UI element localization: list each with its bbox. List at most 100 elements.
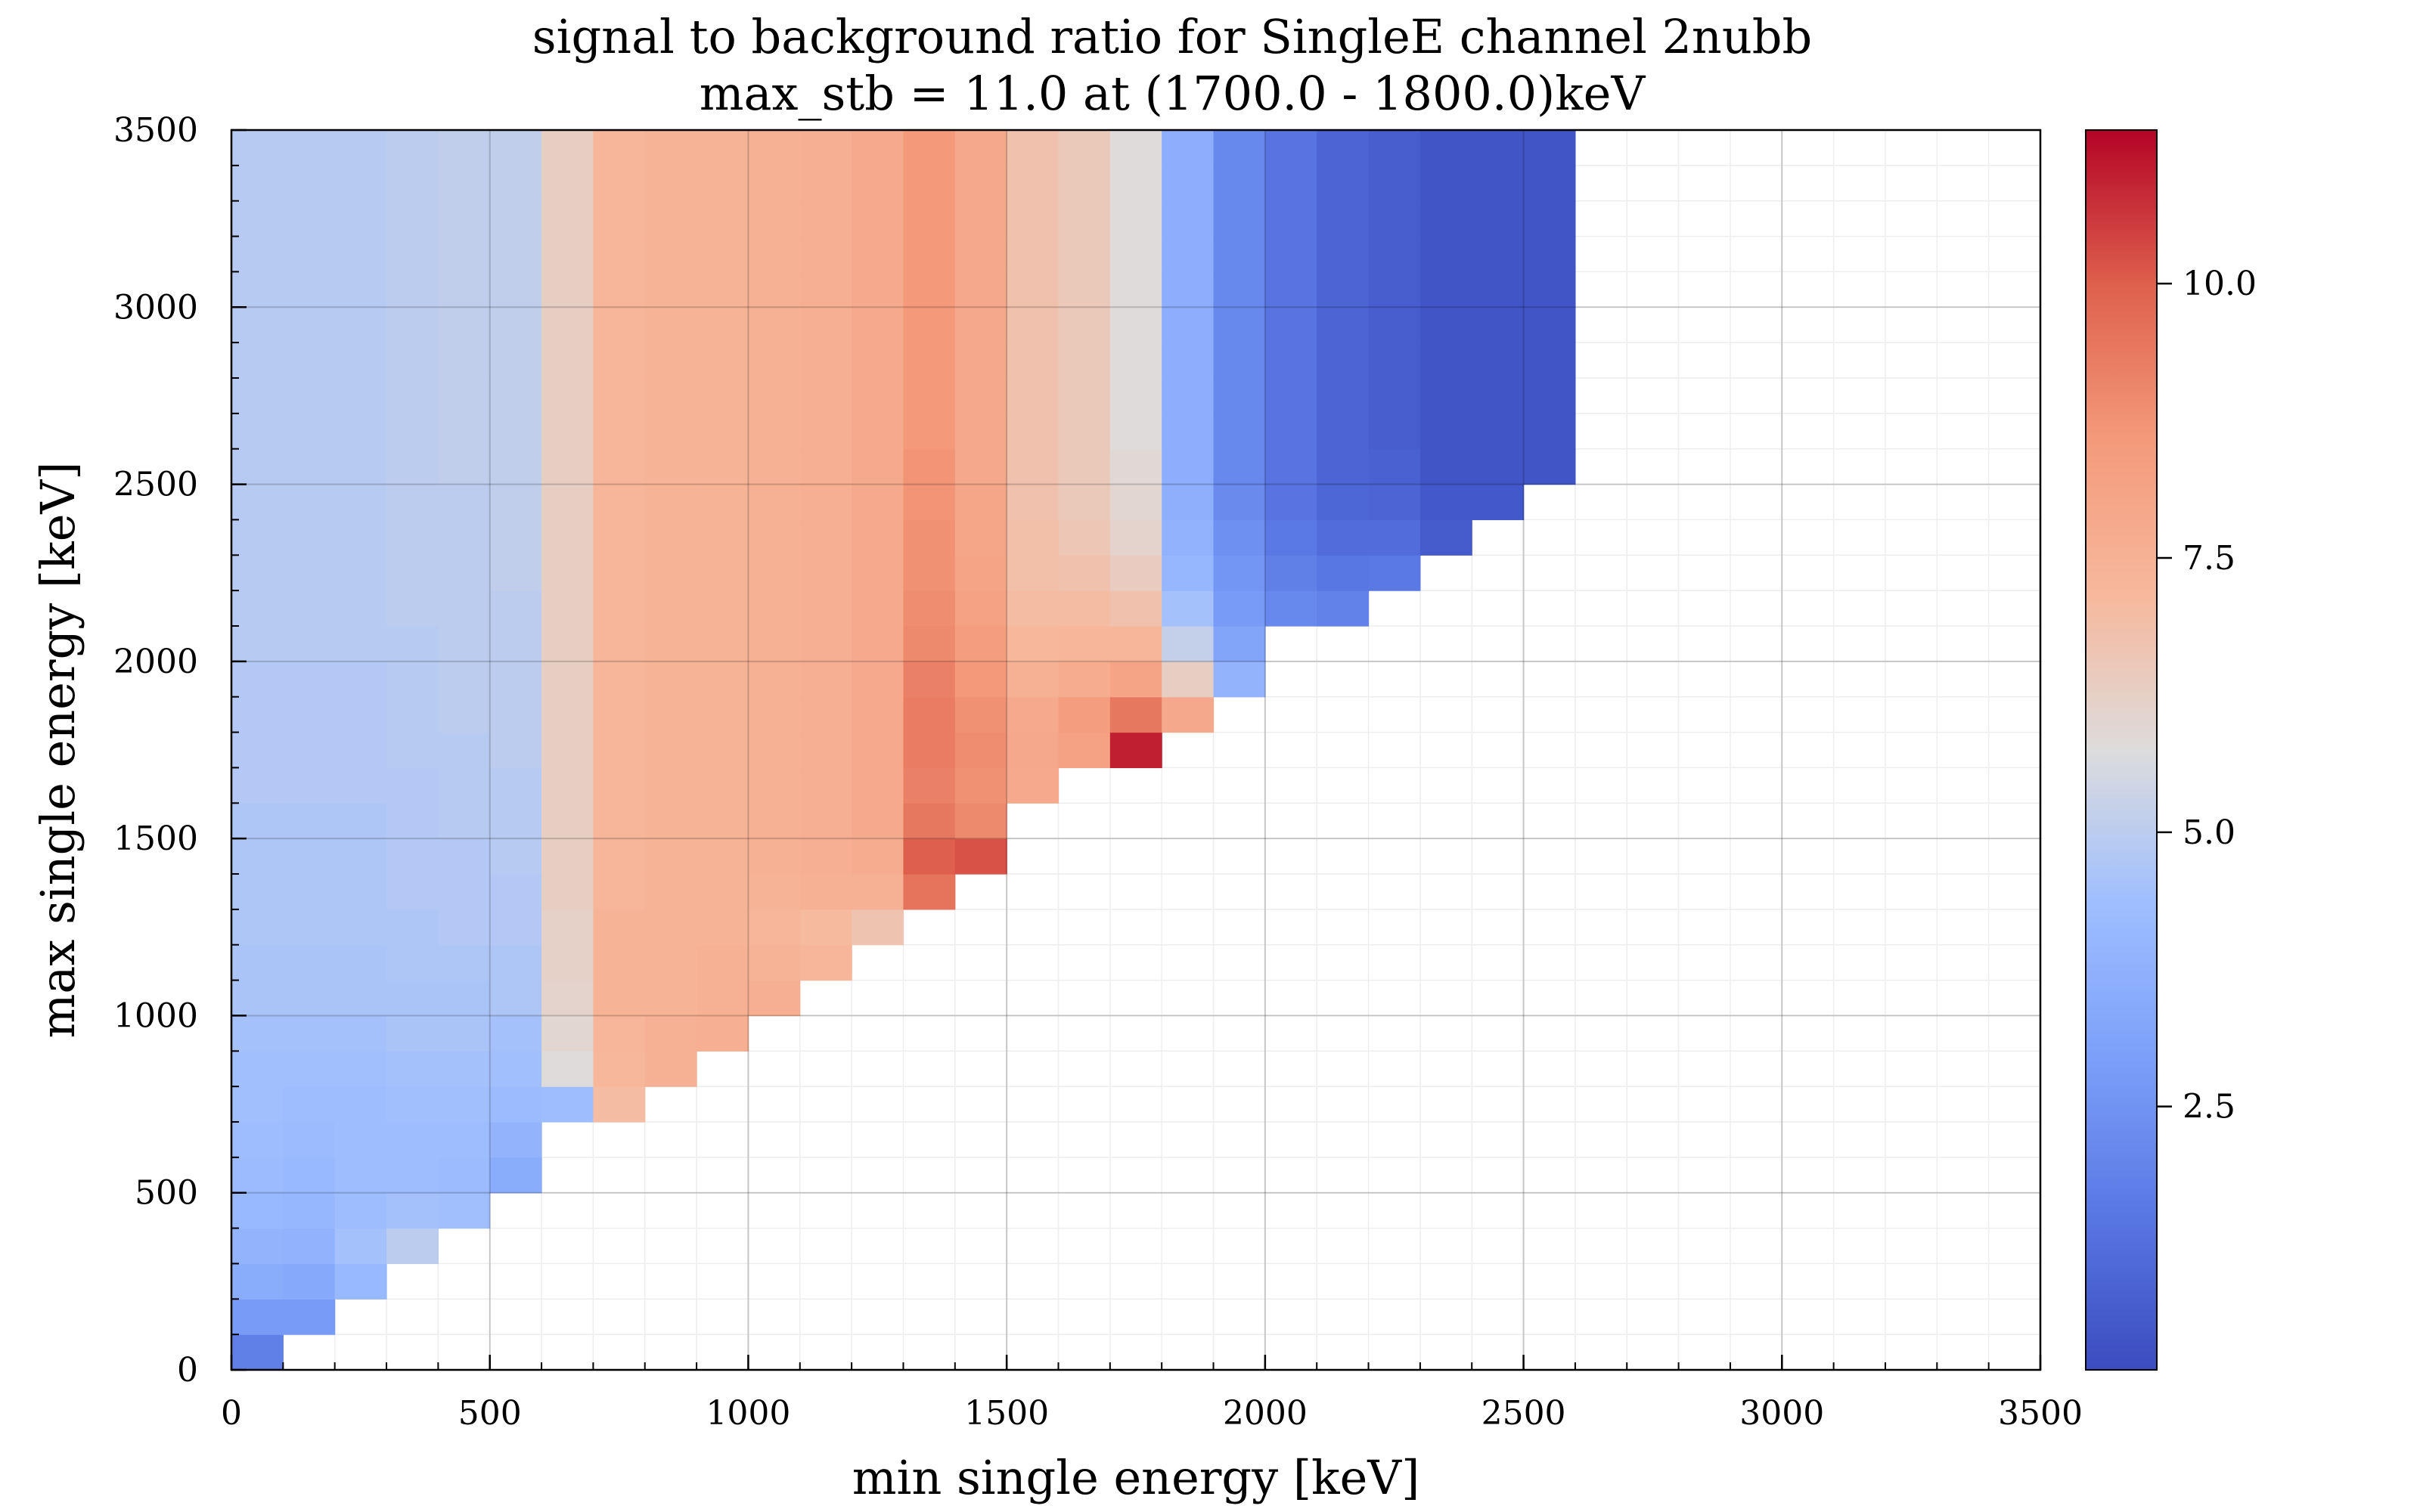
heatmap-cell [283,1228,336,1265]
heatmap-cell [231,1192,284,1229]
x-tick-label: 3000 [1739,1394,1824,1433]
heatmap-cell [903,130,956,166]
y-axis-ticks: 0 500 1000 1500 2000 2500 3000 3500 [113,111,247,1390]
heatmap-cell [541,519,594,556]
heatmap-cell [231,1299,284,1335]
heatmap-cell [954,767,1007,804]
heatmap-cell [334,236,387,273]
heatmap-cell [541,696,594,733]
heatmap-cell [644,874,697,910]
heatmap-cell [593,590,646,627]
heatmap-cell [438,980,491,1017]
heatmap-cell [903,342,956,379]
heatmap-cell [1162,696,1215,733]
heatmap-cell [541,448,594,485]
heatmap-cell [1472,484,1525,521]
heatmap-cell [1317,165,1370,202]
heatmap-cell [697,874,749,910]
heatmap-cell [799,484,852,521]
chart-subtitle: max_stb = 11.0 at (1700.0 - 1800.0)keV [700,66,1646,121]
heatmap-cell [903,696,956,733]
heatmap-cell [697,307,749,343]
heatmap-cell [386,1051,439,1087]
heatmap-cell [386,448,439,485]
heatmap-cell [489,519,542,556]
heatmap-cell [489,909,542,946]
heatmap-cell [1213,661,1266,698]
heatmap-cell [593,484,646,521]
heatmap-cell [231,1157,284,1194]
heatmap-cell [489,165,542,202]
heatmap-cell [438,661,491,698]
heatmap-cell [334,200,387,237]
heatmap-cell [489,1086,542,1123]
heatmap-cell [334,555,387,591]
heatmap-cell [852,732,904,769]
heatmap-cell [593,626,646,662]
heatmap-cell [1264,236,1317,273]
heatmap-cell [799,909,852,946]
x-tick-label: 1500 [964,1394,1049,1433]
heatmap-cell [1213,590,1266,627]
heatmap-cell [799,519,852,556]
heatmap-cell [1264,484,1317,521]
heatmap-cell [283,980,336,1017]
heatmap-cell [1007,732,1060,769]
heatmap-cell [1472,342,1525,379]
heatmap-cell [386,555,439,591]
heatmap-cell [1317,448,1370,485]
heatmap-cell [283,200,336,237]
heatmap-cell [1317,378,1370,414]
heatmap-cell [386,271,439,308]
heatmap-cell [386,1086,439,1123]
heatmap-cell [489,271,542,308]
heatmap-cell [334,909,387,946]
heatmap-cell [1472,130,1525,166]
heatmap-cell [954,590,1007,627]
heatmap-cell [748,696,801,733]
heatmap-cell [438,803,491,839]
heatmap-cell [231,696,284,733]
heatmap-cell [231,909,284,946]
heatmap-cell [541,413,594,450]
heatmap-cell [334,1015,387,1052]
heatmap-cell [1007,236,1060,273]
heatmap-cell [1368,378,1421,414]
heatmap-cell [954,342,1007,379]
heatmap-cell [644,342,697,379]
heatmap-cell [283,342,336,379]
heatmap-cell [283,165,336,202]
heatmap-cell [748,378,801,414]
heatmap-cell [852,130,904,166]
heatmap-cell [1007,130,1060,166]
heatmap-cell [489,590,542,627]
heatmap-cell [799,944,852,981]
heatmap-cell [1523,271,1576,308]
heatmap-cell [852,413,904,450]
heatmap-cell [799,555,852,591]
heatmap-cell [231,448,284,485]
heatmap-cell [1109,378,1162,414]
heatmap-cell [1007,165,1060,202]
heatmap-cell [1368,484,1421,521]
heatmap-cell [697,448,749,485]
heatmap-cell [593,732,646,769]
heatmap-cell [1472,200,1525,237]
heatmap-cell [1007,200,1060,237]
heatmap-cell [1058,307,1111,343]
heatmap-cell [799,874,852,910]
heatmap-cell [283,732,336,769]
x-axis-label: min single energy [keV] [852,1450,1420,1505]
heatmap-cell [1109,271,1162,308]
heatmap-cell [852,838,904,875]
heatmap-cell [231,342,284,379]
heatmap-cell [438,1192,491,1229]
heatmap-cell [283,1299,336,1335]
heatmap-cell [954,200,1007,237]
heatmap-cell [852,696,904,733]
heatmap-cell [593,838,646,875]
heatmap-cell [334,378,387,414]
heatmap-cell [852,342,904,379]
heatmap-cell [283,696,336,733]
